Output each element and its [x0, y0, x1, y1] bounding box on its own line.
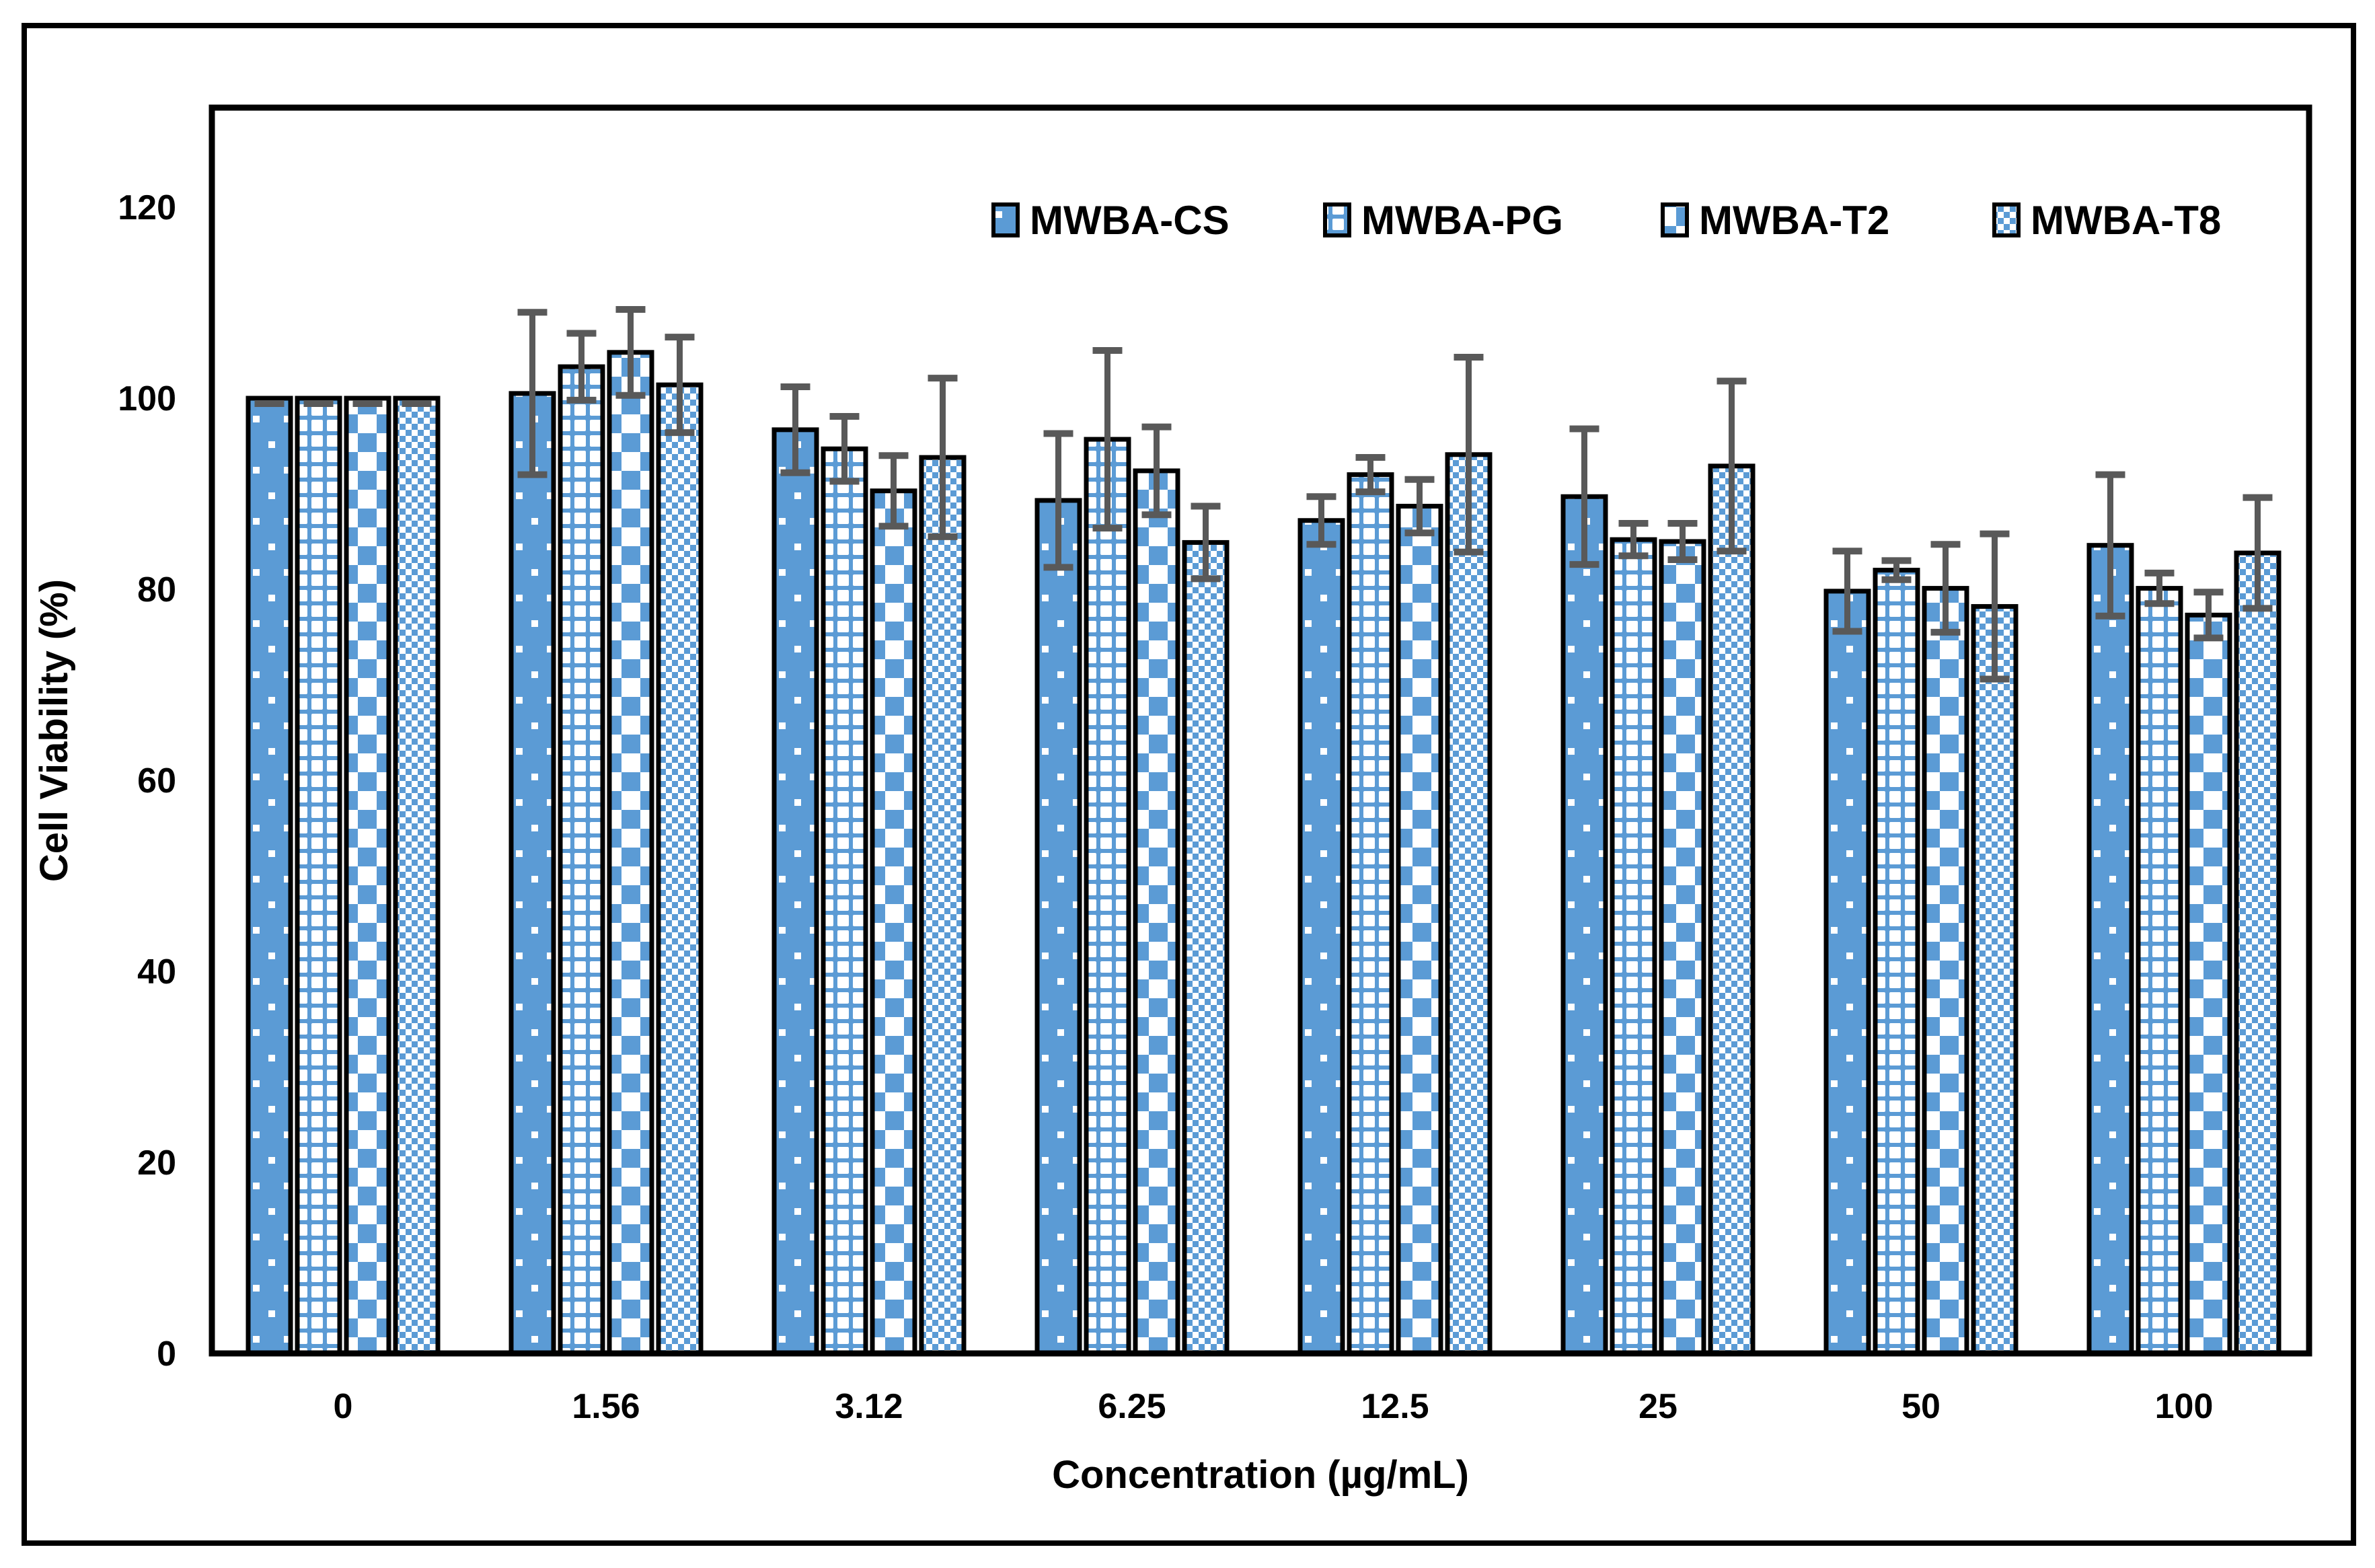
- bar-MWBA-PG-50: [1873, 568, 1920, 1356]
- error-bars-layer: [254, 305, 2273, 683]
- error-bar-MWBA-CS-25: [1569, 425, 1599, 568]
- legend-item-MWBA-CS: MWBA-CS: [991, 198, 1230, 243]
- error-bar-MWBA-T8-6.25: [1191, 502, 1221, 583]
- outer-border: [22, 23, 2356, 1546]
- bar-MWBA-CS-25: [1560, 494, 1608, 1356]
- bar-MWBA-T8-50: [1971, 604, 2019, 1356]
- legend-label-MWBA-PG: MWBA-PG: [1361, 198, 1563, 243]
- y-tick-80: 80: [137, 570, 176, 609]
- y-axis-tick-labels: 0 20 40 60 80 100 120: [118, 188, 176, 1374]
- legend-label-MWBA-CS: MWBA-CS: [1030, 198, 1230, 243]
- bar-MWBA-T8-25: [1708, 463, 1756, 1356]
- legend-label-MWBA-T2: MWBA-T2: [1699, 198, 1889, 243]
- error-bar-MWBA-CS-50: [1832, 548, 1862, 635]
- legend-swatch-MWBA-CS: [991, 202, 1020, 237]
- bar-MWBA-PG-0: [295, 396, 342, 1356]
- bar-MWBA-T2-50: [1922, 586, 1969, 1356]
- legend-item-MWBA-PG: MWBA-PG: [1323, 198, 1563, 243]
- plot-area-frame: [209, 104, 2312, 1357]
- bar-MWBA-T2-3.12: [870, 488, 917, 1356]
- y-tick-20: 20: [137, 1144, 176, 1183]
- error-bar-MWBA-CS-3.12: [780, 383, 810, 476]
- x-tick-100: 100: [2155, 1387, 2214, 1426]
- error-bar-MWBA-T8-1.56: [665, 334, 695, 437]
- error-bar-MWBA-PG-6.25: [1092, 347, 1123, 532]
- bar-MWBA-PG-1.56: [558, 364, 605, 1356]
- error-bar-MWBA-T2-12.5: [1404, 476, 1435, 537]
- x-axis-title: Concentration (µg/mL): [1052, 1453, 1469, 1497]
- bar-MWBA-PG-6.25: [1084, 437, 1131, 1356]
- bar-MWBA-CS-12.5: [1297, 518, 1345, 1356]
- error-bar-MWBA-T2-3.12: [878, 452, 909, 530]
- bar-MWBA-PG-12.5: [1347, 472, 1394, 1356]
- bar-MWBA-CS-50: [1823, 589, 1871, 1356]
- bar-MWBA-T8-3.12: [919, 455, 967, 1356]
- y-tick-120: 120: [118, 188, 176, 227]
- bar-MWBA-T8-12.5: [1445, 452, 1493, 1356]
- y-tick-100: 100: [118, 379, 176, 418]
- bar-MWBA-CS-1.56: [508, 391, 556, 1356]
- legend-swatch-MWBA-T2: [1661, 202, 1689, 237]
- bar-MWBA-T2-6.25: [1133, 468, 1180, 1356]
- error-bar-MWBA-T8-50: [1980, 530, 2010, 683]
- bar-MWBA-CS-6.25: [1034, 498, 1082, 1356]
- error-bar-MWBA-T2-25: [1667, 520, 1698, 563]
- bar-MWBA-T2-100: [2185, 612, 2232, 1356]
- bar-MWBA-PG-25: [1610, 537, 1657, 1356]
- y-tick-40: 40: [137, 953, 176, 992]
- error-bar-MWBA-PG-50: [1881, 557, 1912, 583]
- error-bar-MWBA-PG-25: [1618, 520, 1649, 560]
- error-bar-MWBA-T2-6.25: [1141, 423, 1172, 519]
- bar-MWBA-CS-100: [2086, 543, 2134, 1356]
- error-bar-MWBA-T8-25: [1717, 377, 1747, 555]
- x-tick-12.5: 12.5: [1361, 1387, 1429, 1426]
- error-bar-MWBA-T8-12.5: [1454, 353, 1484, 556]
- bar-MWBA-T8-6.25: [1182, 539, 1230, 1356]
- error-bar-MWBA-PG-12.5: [1355, 454, 1386, 496]
- bar-MWBA-T2-1.56: [607, 350, 654, 1356]
- legend-swatch-MWBA-PG: [1323, 202, 1351, 237]
- y-axis-title: Cell Viability (%): [32, 579, 76, 882]
- x-tick-3.12: 3.12: [835, 1387, 903, 1426]
- bar-MWBA-CS-3.12: [771, 427, 819, 1356]
- error-bar-MWBA-PG-3.12: [829, 412, 860, 485]
- x-axis-tick-labels: 0 1.56 3.12 6.25 12.5 25 50 100: [334, 1387, 2214, 1426]
- error-bar-MWBA-CS-6.25: [1043, 430, 1073, 571]
- error-bar-MWBA-PG-1.56: [566, 330, 597, 404]
- bar-MWBA-CS-0: [246, 396, 293, 1356]
- legend-label-MWBA-T8: MWBA-T8: [2031, 198, 2221, 243]
- y-tick-0: 0: [157, 1335, 176, 1374]
- bar-MWBA-PG-100: [2136, 586, 2183, 1356]
- bar-MWBA-T2-0: [344, 396, 391, 1356]
- bars-layer: [246, 350, 2282, 1356]
- legend: MWBA-CS MWBA-PG MWBA-T2 MWBA-T8: [991, 198, 2221, 243]
- x-tick-50: 50: [1901, 1387, 1940, 1426]
- legend-item-MWBA-T8: MWBA-T8: [1992, 198, 2221, 243]
- error-bar-MWBA-PG-100: [2144, 569, 2175, 607]
- bar-MWBA-T2-25: [1659, 539, 1706, 1356]
- bar-MWBA-T2-12.5: [1396, 503, 1443, 1356]
- error-bar-MWBA-T2-50: [1930, 541, 1961, 636]
- x-tick-25: 25: [1638, 1387, 1677, 1426]
- error-bar-MWBA-T2-100: [2193, 589, 2224, 642]
- bar-MWBA-PG-3.12: [821, 446, 868, 1356]
- legend-swatch-MWBA-T8: [1992, 202, 2021, 237]
- x-tick-0: 0: [334, 1387, 353, 1426]
- x-tick-1.56: 1.56: [572, 1387, 640, 1426]
- x-tick-6.25: 6.25: [1098, 1387, 1166, 1426]
- error-bar-MWBA-CS-1.56: [517, 309, 548, 478]
- error-bar-MWBA-CS-100: [2095, 471, 2125, 620]
- bar-MWBA-T8-100: [2234, 550, 2282, 1356]
- legend-item-MWBA-T2: MWBA-T2: [1661, 198, 1889, 243]
- y-tick-60: 60: [137, 761, 176, 800]
- error-bar-MWBA-T8-3.12: [928, 375, 958, 540]
- bar-MWBA-T8-1.56: [656, 382, 704, 1356]
- error-bar-MWBA-CS-12.5: [1306, 493, 1336, 548]
- error-bar-MWBA-T2-1.56: [615, 305, 646, 399]
- error-bar-MWBA-T8-100: [2242, 494, 2273, 612]
- bar-MWBA-T8-0: [393, 396, 441, 1356]
